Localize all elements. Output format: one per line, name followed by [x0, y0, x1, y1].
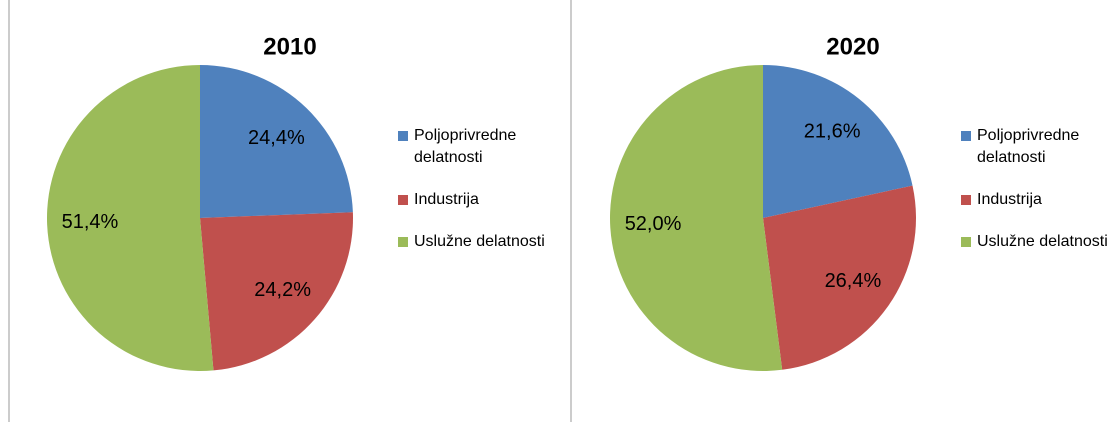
legend-item: Industrija: [961, 189, 1111, 211]
data-label: 26,4%: [825, 270, 882, 292]
legend-item: Uslužne delatnosti: [398, 231, 548, 253]
legend-label: Uslužne delatnosti: [414, 233, 545, 250]
legend-label: Industrija: [977, 191, 1042, 208]
pie-slice: [763, 185, 917, 370]
data-label: 52,0%: [625, 213, 682, 235]
pie-slice: [610, 65, 783, 371]
pie-slice: [763, 65, 913, 218]
legend-label: Poljoprivredne delatnosti: [977, 127, 1080, 166]
chart-title: 2010: [263, 33, 316, 60]
legend-swatch: [961, 195, 971, 205]
legend-swatch: [961, 237, 971, 247]
legend-label: Industrija: [414, 191, 479, 208]
legend-label: Uslužne delatnosti: [977, 233, 1108, 250]
data-label: 24,4%: [248, 127, 305, 149]
legend-swatch: [961, 131, 971, 141]
chart-title: 2020: [826, 33, 879, 60]
legend-label: Poljoprivredne delatnosti: [414, 127, 517, 166]
legend-item: Poljoprivredne delatnosti: [398, 125, 548, 169]
data-label: 51,4%: [62, 211, 119, 233]
legend-item: Poljoprivredne delatnosti: [961, 125, 1111, 169]
pie-slice: [200, 65, 353, 218]
legend-swatch: [398, 237, 408, 247]
pie-slice: [200, 212, 353, 371]
legend: Poljoprivredne delatnosti Industrija Usluž…: [961, 125, 1111, 273]
data-label: 21,6%: [804, 121, 861, 143]
legend-swatch: [398, 195, 408, 205]
pie-slice: [47, 65, 214, 371]
legend-item: Uslužne delatnosti: [961, 231, 1111, 253]
data-label: 24,2%: [254, 279, 311, 301]
legend-swatch: [398, 131, 408, 141]
legend-item: Industrija: [398, 189, 548, 211]
legend: Poljoprivredne delatnosti Industrija Usluž…: [398, 125, 548, 273]
